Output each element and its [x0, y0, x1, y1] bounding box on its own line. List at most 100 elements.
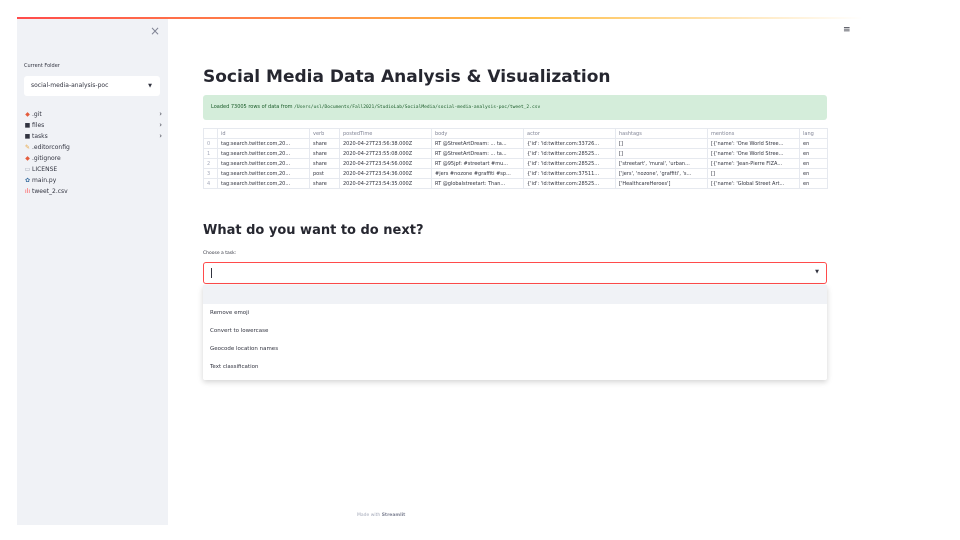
column-header[interactable]: id — [217, 128, 310, 139]
table-cell[interactable]: 2020-04-27T23:54:36.000Z — [339, 168, 432, 179]
table-cell[interactable]: {'id': 'id:twitter.com:33726... — [523, 138, 616, 149]
text-cursor — [211, 268, 212, 278]
task-select-input[interactable]: ▼ — [203, 262, 827, 284]
column-header[interactable]: mentions — [707, 128, 800, 139]
top-decoration-bar — [17, 17, 863, 19]
table-cell[interactable]: [{'name': 'Jean-Pierre FIZA... — [707, 158, 800, 169]
footer-brand-link[interactable]: Streamlit — [381, 513, 406, 518]
table-cell[interactable]: RT @StreetArtDream: ... ta... — [431, 148, 524, 159]
table-cell[interactable]: share — [309, 158, 340, 169]
table-cell[interactable]: [{'name': 'One World Stree... — [707, 138, 800, 149]
file-tree-item-label: tweet_2.csv — [32, 188, 68, 195]
column-header[interactable]: verb — [309, 128, 340, 139]
table-cell[interactable]: en — [799, 148, 828, 159]
table-cell[interactable]: [{'name': 'One World Stree... — [707, 148, 800, 159]
table-cell[interactable]: 2020-04-27T23:56:38.000Z — [339, 138, 432, 149]
table-cell[interactable]: en — [799, 178, 828, 189]
table-cell[interactable]: tag:search.twitter.com,20... — [217, 138, 310, 149]
file-type-icon: ■ — [24, 133, 31, 140]
task-option[interactable] — [203, 285, 827, 304]
next-step-heading: What do you want to do next? — [203, 223, 424, 238]
app-frame: × Current Folder social-media-analysis-p… — [17, 17, 863, 525]
row-index-cell[interactable]: 2 — [203, 158, 218, 169]
alert-path: /Users/usl/Documents/Fall2021/StudioLab/… — [294, 105, 541, 110]
task-option[interactable]: Text classification — [210, 364, 259, 370]
table-cell[interactable]: {'id': 'id:twitter.com:28525... — [523, 148, 616, 159]
column-header[interactable]: actor — [523, 128, 616, 139]
table-cell[interactable]: [] — [615, 148, 708, 159]
table-cell[interactable]: RT @StreetArtDream: ... ta... — [431, 138, 524, 149]
table-cell[interactable]: [{'name': 'Global Street Art... — [707, 178, 800, 189]
current-folder-label: Current Folder — [24, 63, 60, 69]
chevron-right-icon: › — [159, 132, 162, 140]
chevron-down-icon: ▼ — [148, 83, 152, 89]
table-cell[interactable]: ['streetart', 'mural', 'urban... — [615, 158, 708, 169]
file-tree-item[interactable]: ✿ main.py — [24, 175, 164, 186]
file-tree-item[interactable]: ■ tasks › — [24, 131, 164, 142]
file-tree-item-label: LICENSE — [32, 166, 58, 173]
table-row: 0 tag:search.twitter.com,20... share 2020-0… — [203, 138, 828, 149]
table-cell[interactable]: [] — [707, 168, 800, 179]
column-header[interactable]: body — [431, 128, 524, 139]
table-cell[interactable]: share — [309, 148, 340, 159]
row-index-cell[interactable]: 0 — [203, 138, 218, 149]
row-index-cell[interactable]: 1 — [203, 148, 218, 159]
file-tree-item[interactable]: ◆ .gitignore — [24, 153, 164, 164]
folder-select[interactable]: social-media-analysis-poc ▼ — [24, 76, 160, 96]
table-cell[interactable]: share — [309, 178, 340, 189]
table-cell[interactable]: ['HealthcareHeroes'] — [615, 178, 708, 189]
table-cell[interactable]: {'id': 'id:twitter.com:28525... — [523, 178, 616, 189]
table-cell[interactable]: tag:search.twitter.com,20... — [217, 158, 310, 169]
sidebar: × Current Folder social-media-analysis-p… — [17, 19, 168, 525]
table-cell[interactable]: en — [799, 158, 828, 169]
row-index-cell[interactable]: 4 — [203, 178, 218, 189]
task-option[interactable]: Geocode location names — [210, 346, 279, 352]
column-header[interactable] — [203, 128, 218, 139]
table-cell[interactable]: ['jers', 'nozone', 'graffiti', 's... — [615, 168, 708, 179]
file-tree-item[interactable]: ■ files › — [24, 120, 164, 131]
file-type-icon: ✎ — [24, 144, 31, 151]
table-cell[interactable]: en — [799, 168, 828, 179]
file-type-icon: ılı — [24, 188, 30, 195]
table-body: 0 tag:search.twitter.com,20... share 2020-0… — [203, 138, 828, 189]
table-cell[interactable]: #jers #nozone #graffiti #sp... — [431, 168, 524, 179]
page-title: Social Media Data Analysis & Visualizati… — [203, 67, 611, 87]
task-option[interactable]: Convert to lowercase — [210, 328, 269, 334]
table-cell[interactable]: {'id': 'id:twitter.com:37511... — [523, 168, 616, 179]
row-index-cell[interactable]: 3 — [203, 168, 218, 179]
file-tree-item[interactable]: ◆ .git › — [24, 109, 164, 120]
table-cell[interactable]: en — [799, 138, 828, 149]
footer-prefix: Made with — [357, 513, 381, 518]
table-cell[interactable]: [] — [615, 138, 708, 149]
table-row: 1 tag:search.twitter.com,20... share 2020-0… — [203, 148, 828, 159]
chevron-right-icon: › — [159, 121, 162, 129]
table-cell[interactable]: 2020-04-27T23:54:35.000Z — [339, 178, 432, 189]
table-row: 3 tag:search.twitter.com,20... post 2020-04… — [203, 168, 828, 179]
file-tree-item[interactable]: ✎ .editorconfig — [24, 142, 164, 153]
table-cell[interactable]: RT @globalstreetart: Than... — [431, 178, 524, 189]
column-header[interactable]: postedTime — [339, 128, 432, 139]
table-cell[interactable]: post — [309, 168, 340, 179]
chevron-down-icon: ▼ — [815, 269, 819, 275]
file-type-icon: ◆ — [25, 111, 30, 118]
success-alert: Loaded 73005 rows of data from /Users/us… — [203, 95, 827, 120]
table-cell[interactable]: share — [309, 138, 340, 149]
table-cell[interactable]: RT @95jpf: #streetart #mu... — [431, 158, 524, 169]
folder-select-value: social-media-analysis-poc — [31, 82, 109, 89]
hamburger-menu-icon[interactable]: ≡ — [843, 25, 851, 35]
table-cell[interactable]: 2020-04-27T23:54:56.000Z — [339, 158, 432, 169]
chevron-right-icon: › — [159, 110, 162, 118]
dataframe-table[interactable]: id verb postedTime body actor hashtags mention… — [203, 128, 828, 189]
footer: Made with Streamlit — [357, 513, 405, 518]
close-sidebar-icon[interactable]: × — [150, 24, 161, 38]
table-cell[interactable]: tag:search.twitter.com,20... — [217, 178, 310, 189]
column-header[interactable]: hashtags — [615, 128, 708, 139]
table-cell[interactable]: tag:search.twitter.com,20... — [217, 148, 310, 159]
file-tree-item[interactable]: ılı tweet_2.csv — [24, 186, 164, 197]
task-option[interactable]: Remove emoji — [210, 310, 250, 316]
file-tree-item[interactable]: ▭ LICENSE — [24, 164, 164, 175]
column-header[interactable]: lang — [799, 128, 828, 139]
table-cell[interactable]: tag:search.twitter.com,20... — [217, 168, 310, 179]
table-cell[interactable]: {'id': 'id:twitter.com:28525... — [523, 158, 616, 169]
table-cell[interactable]: 2020-04-27T23:55:08.000Z — [339, 148, 432, 159]
